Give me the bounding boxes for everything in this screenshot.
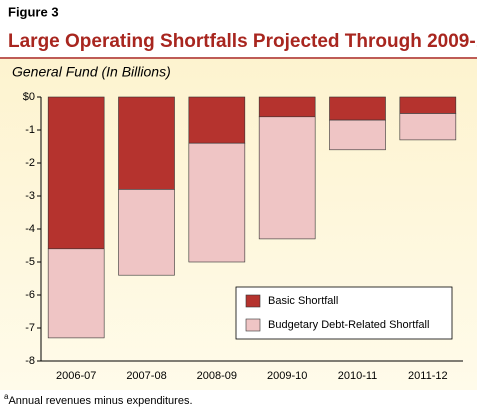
x-tick-label: 2008-09 xyxy=(197,370,237,382)
footnote-text: Annual revenues minus expenditures. xyxy=(8,395,192,407)
x-tick-label: 2007-08 xyxy=(126,370,166,382)
bar-segment xyxy=(329,96,386,121)
bar-segment xyxy=(399,96,457,114)
y-tick-label: $0 xyxy=(23,91,35,103)
legend-swatch xyxy=(245,318,261,332)
bar-segment xyxy=(47,96,105,250)
x-tick-label: 2010-11 xyxy=(338,370,378,382)
bar-segment xyxy=(118,96,175,190)
y-tick-label: -1 xyxy=(25,124,35,136)
x-tick-label: 2009-10 xyxy=(267,370,307,382)
y-tick-label: -5 xyxy=(25,256,35,268)
y-tick-label: -8 xyxy=(25,355,35,367)
chart-title: Large Operating Shortfalls Projected Thr… xyxy=(8,28,477,52)
y-tick-label: -2 xyxy=(25,157,35,169)
subtitle: General Fund (In Billions) xyxy=(12,64,171,80)
legend-label: Budgetary Debt-Related Shortfall xyxy=(268,319,429,331)
bar-segment xyxy=(258,116,316,240)
legend-label: Basic Shortfall xyxy=(268,295,338,307)
plot: $0 -1 -2 -3 -4 -5 -6 -7 -8 2006-07 2007-08 2008-09 2… xyxy=(23,91,463,382)
x-tick-label: 2011-12 xyxy=(408,370,448,382)
title-text: Large Operating Shortfalls Projected Thr… xyxy=(8,31,477,52)
bar-segment xyxy=(188,142,246,263)
x-tick-label: 2006-07 xyxy=(56,370,96,382)
y-tick-label: -4 xyxy=(25,223,35,235)
bar-segment xyxy=(399,113,457,141)
bar-segment xyxy=(258,96,316,118)
y-tick-label: -7 xyxy=(25,322,35,334)
bar-segment xyxy=(329,119,386,151)
y-tick-label: -6 xyxy=(25,289,35,301)
y-tick-label: -3 xyxy=(25,190,35,202)
bar-segment xyxy=(47,248,105,339)
footnote-marker: a xyxy=(4,392,9,401)
bar-segment xyxy=(188,96,246,144)
legend-box xyxy=(235,286,453,340)
figure-label: Figure 3 xyxy=(8,4,59,19)
bar-segment xyxy=(118,189,175,276)
footnote: aAnnual revenues minus expenditures. xyxy=(4,392,193,407)
legend-swatch xyxy=(245,294,261,308)
